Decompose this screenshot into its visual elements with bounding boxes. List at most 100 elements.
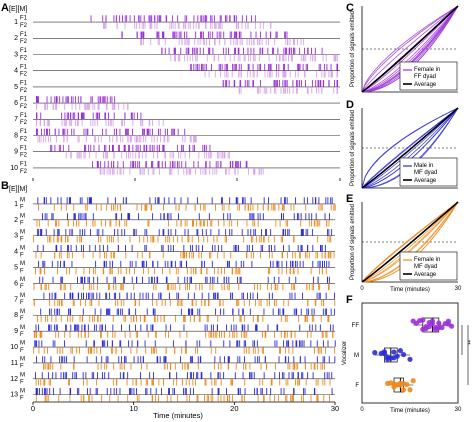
- raster-tick: [68, 251, 70, 259]
- raster-tick: [297, 71, 299, 78]
- raster-tick: [172, 161, 174, 168]
- raster-tick: [64, 128, 66, 136]
- raster-tick: [58, 395, 60, 402]
- raster-tick: [199, 340, 201, 347]
- raster-tick: [215, 308, 217, 315]
- raster-tick: [331, 229, 333, 236]
- raster-tick: [217, 152, 219, 159]
- raster-tick: [84, 229, 86, 236]
- raster-tick: [113, 161, 115, 168]
- sub-label: M: [20, 357, 25, 363]
- raster-tick: [48, 119, 50, 127]
- raster-tick: [274, 372, 276, 379]
- raster-tick: [237, 267, 239, 275]
- data-point: [410, 378, 416, 384]
- raster-tick: [156, 22, 158, 29]
- raster-tick: [39, 331, 41, 338]
- raster-tick: [192, 144, 194, 152]
- raster-tick: [192, 379, 194, 386]
- y-axis-label: Proportion of signals emitted: [350, 204, 356, 280]
- raster-tick: [217, 372, 219, 379]
- raster-tick: [240, 260, 242, 268]
- raster-tick: [250, 251, 252, 259]
- raster-tick: [33, 236, 34, 243]
- raster-tick: [252, 347, 254, 354]
- raster-tick: [324, 71, 326, 78]
- raster-tick: [293, 308, 295, 315]
- raster-tick: [262, 395, 264, 402]
- raster-tick: [137, 356, 139, 363]
- raster-tick: [143, 236, 145, 243]
- legend-box: [399, 157, 458, 187]
- raster-tick: [286, 315, 288, 322]
- raster-tick: [181, 260, 182, 268]
- data-point: [381, 350, 387, 357]
- raster-tick: [293, 236, 295, 243]
- raster-tick: [108, 372, 110, 379]
- panel-f-letter: F: [346, 294, 353, 306]
- raster-tick: [244, 388, 246, 395]
- raster-tick: [302, 63, 304, 71]
- raster-tick: [195, 47, 197, 55]
- raster-tick: [182, 144, 184, 152]
- raster-tick: [58, 308, 60, 315]
- raster-tick: [200, 267, 202, 275]
- raster-tick: [231, 220, 233, 227]
- raster-tick: [60, 244, 62, 252]
- raster-tick: [304, 315, 306, 322]
- raster-tick: [320, 244, 322, 252]
- raster-tick: [282, 204, 284, 211]
- sig-label: **: [470, 365, 474, 370]
- legend-label: Average: [414, 272, 437, 278]
- raster-tick: [145, 388, 147, 395]
- raster-tick: [315, 251, 317, 259]
- raster-tick: [236, 161, 238, 168]
- raster-tick: [96, 119, 98, 127]
- raster-tick: [65, 204, 67, 211]
- raster-tick: [188, 22, 190, 29]
- raster-tick: [252, 220, 254, 227]
- raster-tick: [40, 267, 42, 275]
- raster-tick: [235, 47, 236, 55]
- raster-tick: [224, 236, 226, 243]
- raster-tick: [303, 197, 305, 204]
- raster-tick: [259, 236, 261, 243]
- raster-tick: [117, 395, 119, 402]
- raster-tick: [56, 324, 58, 331]
- raster-tick: [213, 267, 215, 275]
- raster-tick: [285, 356, 287, 363]
- raster-tick: [160, 213, 162, 220]
- raster-tick: [40, 379, 42, 386]
- raster-tick: [187, 168, 189, 175]
- raster-tick: [43, 128, 45, 136]
- raster-tick: [328, 276, 330, 284]
- raster-tick: [81, 119, 83, 127]
- raster-tick: [271, 244, 272, 252]
- raster-tick: [75, 119, 76, 127]
- raster-tick: [283, 71, 285, 78]
- raster-tick: [312, 283, 314, 291]
- raster-tick: [160, 292, 162, 300]
- raster-tick: [279, 54, 281, 62]
- raster-tick: [112, 379, 114, 386]
- raster-tick: [66, 372, 67, 379]
- raster-tick: [180, 299, 182, 307]
- raster-tick: [260, 168, 262, 175]
- raster-tick: [105, 356, 107, 363]
- raster-tick: [101, 324, 103, 331]
- raster-tick: [78, 213, 80, 220]
- raster-tick: [48, 379, 50, 386]
- raster-tick: [154, 340, 156, 347]
- raster-tick: [128, 144, 130, 152]
- raster-tick: [324, 213, 326, 220]
- raster-tick: [288, 347, 290, 354]
- raster-tick: [104, 144, 105, 152]
- raster-tick: [142, 119, 144, 127]
- raster-tick: [108, 308, 110, 315]
- raster-tick: [212, 31, 214, 38]
- raster-tick: [184, 38, 186, 46]
- raster-tick: [79, 213, 81, 220]
- raster-tick: [121, 324, 122, 331]
- raster-tick: [322, 260, 323, 268]
- raster-tick: [112, 236, 114, 243]
